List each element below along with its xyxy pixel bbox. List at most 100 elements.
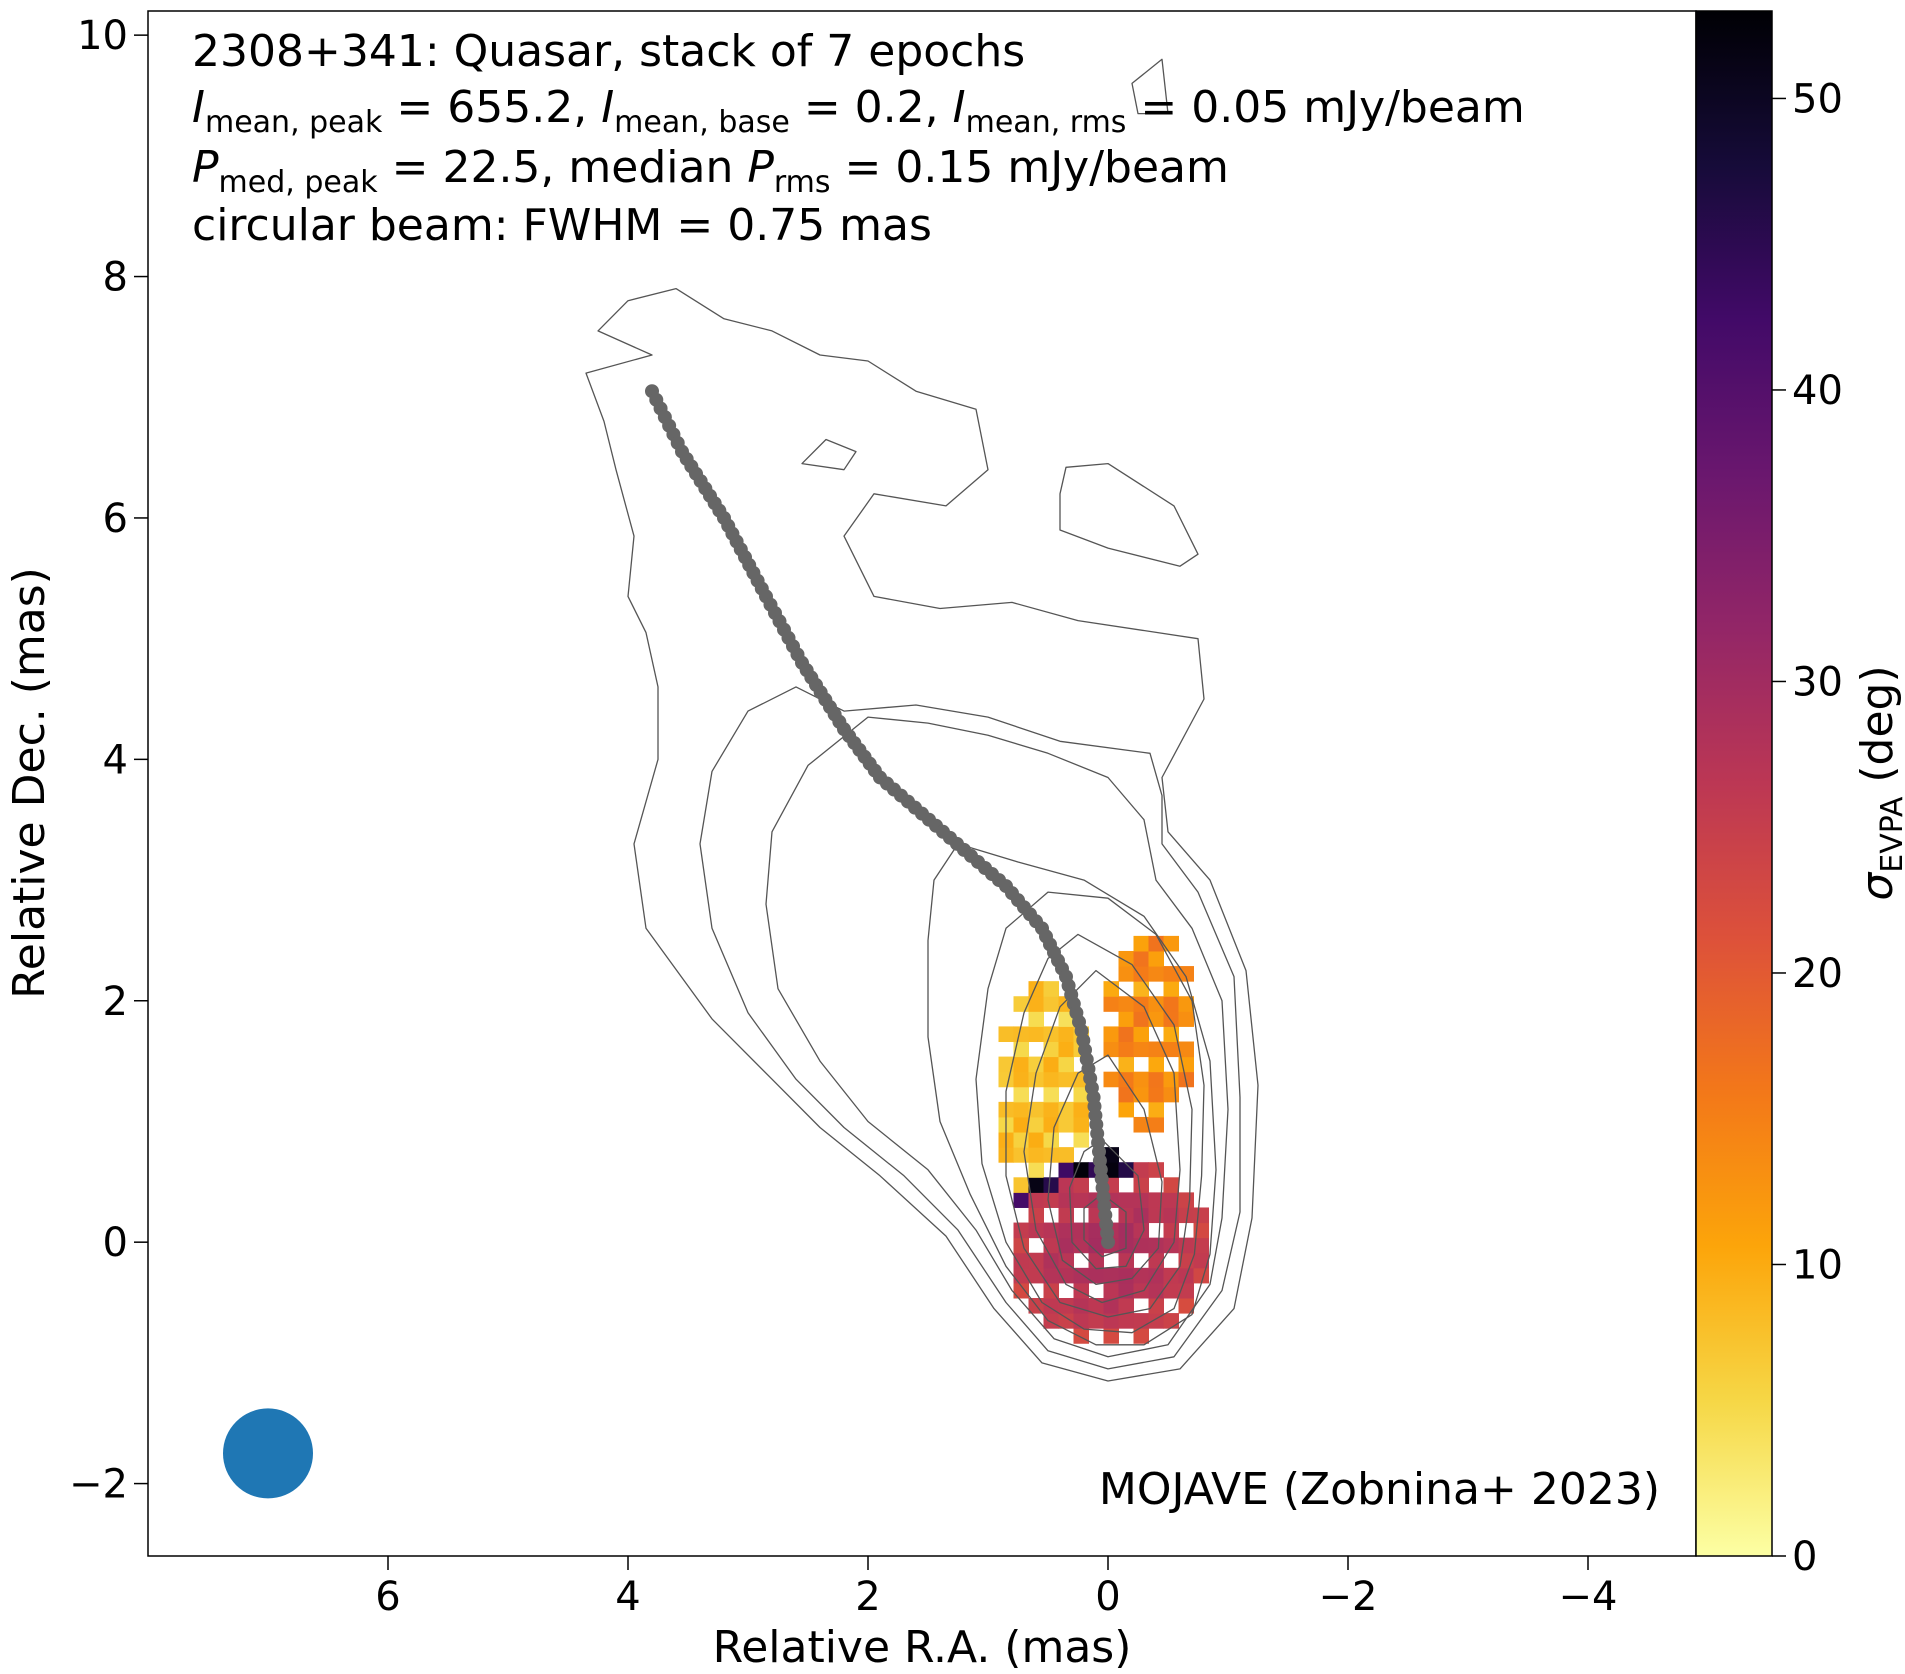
heatmap-cell xyxy=(1013,1237,1029,1254)
heatmap-cell xyxy=(1133,1177,1149,1193)
annotation-line-1: 2308+341: Quasar, stack of 7 epochs xyxy=(192,26,1025,77)
heatmap-cell xyxy=(1163,1222,1179,1239)
heatmap-cell xyxy=(1013,1086,1029,1103)
heatmap-cell xyxy=(1118,1011,1134,1027)
contour-line xyxy=(1023,969,1181,1304)
y-tick-label: 10 xyxy=(77,13,128,59)
heatmap-cell xyxy=(1118,966,1134,982)
heatmap-cell xyxy=(1178,1297,1194,1314)
heatmap-cell xyxy=(1103,1162,1119,1178)
heatmap-cell xyxy=(1118,996,1134,1012)
y-tick-label: 2 xyxy=(103,979,128,1025)
heatmap-cell xyxy=(1073,1132,1089,1148)
heatmap-cell xyxy=(1118,1101,1134,1118)
heatmap-cell xyxy=(1178,1207,1194,1224)
heatmap-cell xyxy=(1043,1313,1059,1329)
contour-line xyxy=(585,287,1259,1382)
colorbar-tick-label: 10 xyxy=(1792,1242,1843,1288)
x-tick-label: −2 xyxy=(1319,1574,1378,1620)
heatmap-cell xyxy=(1133,950,1149,967)
heatmap-cell xyxy=(1148,966,1164,982)
annotation-line-4: circular beam: FWHM = 0.75 mas xyxy=(192,200,932,251)
contour-line xyxy=(699,686,1241,1370)
heatmap-cell xyxy=(1073,1328,1089,1344)
heatmap-cell xyxy=(1148,1116,1164,1133)
heatmap-cell xyxy=(1058,1313,1074,1329)
heatmap-cell xyxy=(1028,1101,1044,1118)
x-axis: 6 4 2 0 −2 −4 xyxy=(375,1556,1617,1620)
plot-area xyxy=(147,10,1697,1557)
heatmap-cell xyxy=(1013,1222,1029,1239)
heatmap-cell xyxy=(1133,1267,1149,1284)
heatmap-cell xyxy=(1103,996,1119,1012)
intensity-contours xyxy=(585,58,1259,1382)
heatmap-cell xyxy=(1043,996,1059,1012)
heatmap-cell xyxy=(1148,1162,1164,1178)
heatmap-cell xyxy=(1013,996,1029,1012)
heatmap-cell xyxy=(1013,1041,1029,1058)
heatmap-cell xyxy=(1013,1177,1029,1193)
heatmap-cell xyxy=(1058,1116,1074,1133)
heatmap-cell xyxy=(1058,1267,1074,1284)
heatmap-cell xyxy=(1043,1026,1059,1043)
heatmap-cell xyxy=(1133,1222,1149,1239)
heatmap-cell xyxy=(1058,1237,1074,1254)
heatmap-cell xyxy=(1058,1147,1074,1163)
heatmap-cell xyxy=(1058,1071,1074,1088)
heatmap-cell xyxy=(1028,1071,1044,1088)
heatmap-cell xyxy=(1118,1267,1134,1284)
jet-ridgeline xyxy=(645,384,1115,1250)
heatmap-cell xyxy=(1013,1101,1029,1118)
annotation-line-3: Pmed, peak = 22.5, median Prms = 0.15 mJ… xyxy=(192,142,1229,200)
heatmap-cell xyxy=(1043,1222,1059,1239)
heatmap-cell xyxy=(1013,1192,1029,1208)
heatmap-cell xyxy=(1193,1237,1209,1254)
heatmap-cell xyxy=(1148,1282,1164,1299)
heatmap-cell xyxy=(1043,1056,1059,1073)
heatmap-cell xyxy=(1013,1267,1029,1284)
heatmap-cell xyxy=(1043,1116,1059,1133)
colorbar-tick-label: 20 xyxy=(1792,951,1843,997)
heatmap-cell xyxy=(1148,1267,1164,1284)
heatmap-cell xyxy=(1043,1282,1059,1299)
heatmap-cell xyxy=(1118,950,1134,967)
heatmap-cell xyxy=(1118,1041,1134,1058)
heatmap-cell xyxy=(1133,1162,1149,1178)
heatmap-cell xyxy=(1178,1237,1194,1254)
heatmap-cell xyxy=(1163,1313,1179,1329)
heatmap-cell xyxy=(1163,1071,1179,1088)
heatmap-cell xyxy=(1178,1041,1194,1058)
heatmap-cell xyxy=(1028,1177,1044,1193)
heatmap-cell xyxy=(1013,1116,1029,1133)
heatmap-cell xyxy=(1103,1282,1119,1299)
heatmap-cell xyxy=(1013,1056,1029,1073)
x-tick-label: 4 xyxy=(615,1574,640,1620)
heatmap-cell xyxy=(1118,1056,1134,1073)
heatmap-cell xyxy=(1118,1071,1134,1088)
contour-line xyxy=(927,843,1217,1346)
heatmap-cell xyxy=(1148,1252,1164,1269)
heatmap-cell xyxy=(1013,1026,1029,1043)
heatmap-cell xyxy=(1103,1147,1119,1163)
colorbar-gradient xyxy=(1696,11,1772,1556)
heatmap-cell xyxy=(1043,1177,1059,1193)
heatmap-cell xyxy=(1133,1116,1149,1133)
heatmap-cell xyxy=(1193,1252,1209,1269)
heatmap-cell xyxy=(1133,1071,1149,1088)
heatmap-cell xyxy=(1043,1041,1059,1058)
heatmap-cell xyxy=(1058,1056,1074,1073)
heatmap-cell xyxy=(1013,1252,1029,1269)
heatmap-cell xyxy=(1073,1192,1089,1208)
heatmap-cell xyxy=(1178,1011,1194,1027)
heatmap-cell xyxy=(1043,1267,1059,1284)
heatmap-cell xyxy=(1178,966,1194,982)
heatmap-cell xyxy=(1118,1026,1134,1043)
beam-ellipse xyxy=(223,1408,313,1499)
heatmap-cell xyxy=(1133,966,1149,982)
heatmap-cell xyxy=(998,1026,1014,1043)
x-tick-label: 0 xyxy=(1095,1574,1120,1620)
heatmap-cell xyxy=(1058,1026,1074,1043)
y-tick-label: 0 xyxy=(103,1220,128,1266)
heatmap-cell xyxy=(1148,1192,1164,1208)
heatmap-cell xyxy=(1118,1192,1134,1208)
